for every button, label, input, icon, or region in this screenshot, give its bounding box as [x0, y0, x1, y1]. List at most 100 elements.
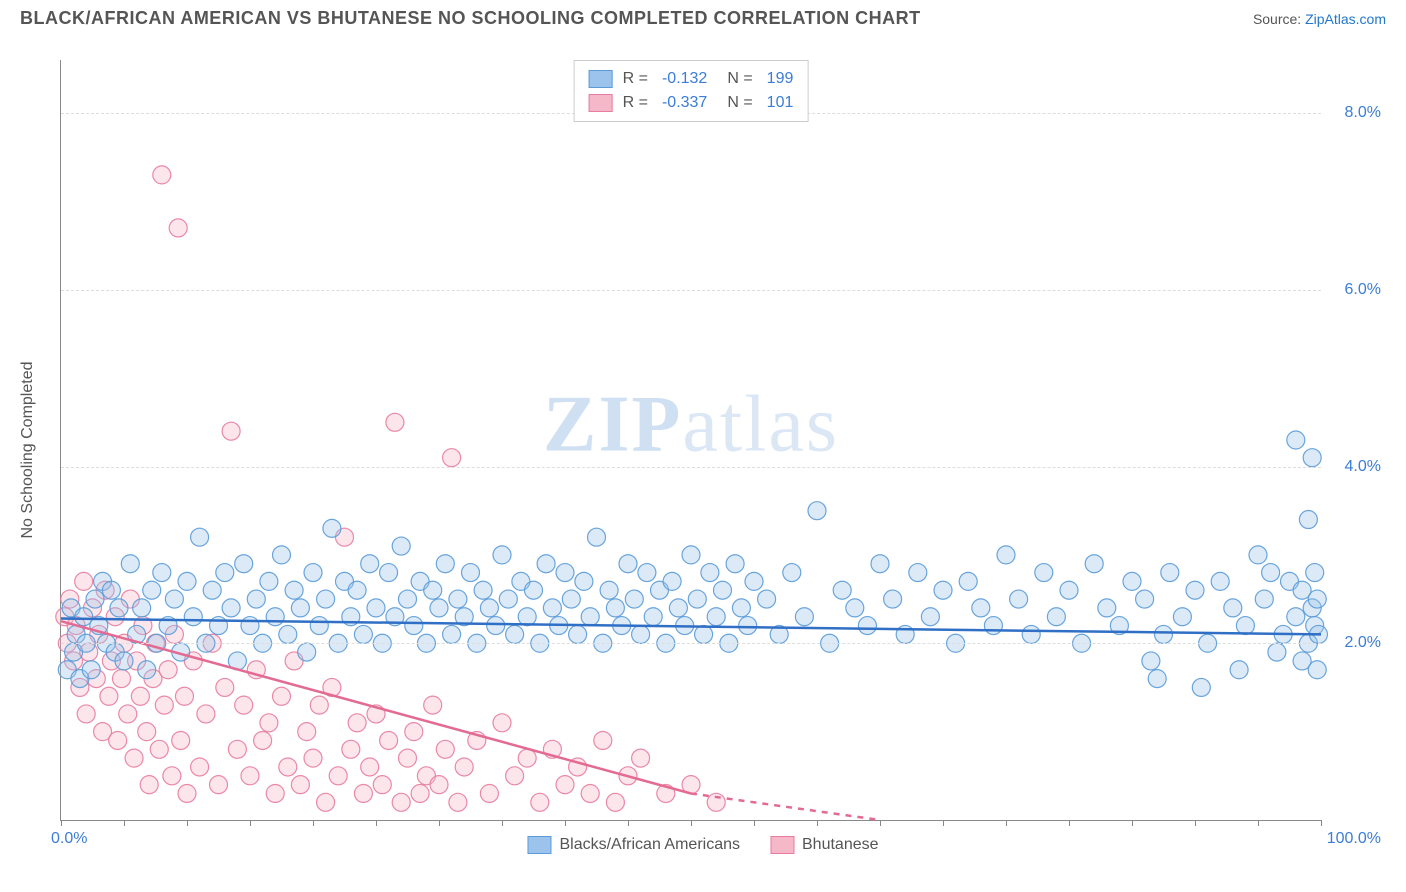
- swatch-blue: [589, 70, 613, 88]
- data-point: [556, 564, 574, 582]
- data-point: [1035, 564, 1053, 582]
- data-point: [808, 502, 826, 520]
- data-point: [424, 581, 442, 599]
- data-point: [310, 617, 328, 635]
- x-tick: [1132, 820, 1133, 826]
- data-point: [354, 625, 372, 643]
- data-point: [323, 519, 341, 537]
- data-point: [430, 776, 448, 794]
- data-point: [625, 590, 643, 608]
- data-point: [537, 555, 555, 573]
- source-attribution: Source: ZipAtlas.com: [1253, 11, 1386, 27]
- data-point: [732, 599, 750, 617]
- x-tick: [1069, 820, 1070, 826]
- data-point: [140, 776, 158, 794]
- x-tick: [1195, 820, 1196, 826]
- gridline: [61, 467, 1321, 468]
- data-point: [1098, 599, 1116, 617]
- data-point: [241, 767, 259, 785]
- data-point: [216, 564, 234, 582]
- data-point: [581, 608, 599, 626]
- data-point: [588, 528, 606, 546]
- data-point: [1136, 590, 1154, 608]
- legend-row-blue: R = -0.132 N = 199: [589, 67, 794, 91]
- data-point: [235, 696, 253, 714]
- data-point: [110, 599, 128, 617]
- data-point: [1287, 431, 1305, 449]
- x-max-label: 100.0%: [1327, 830, 1381, 848]
- data-point: [984, 617, 1002, 635]
- data-point: [707, 608, 725, 626]
- data-point: [260, 572, 278, 590]
- data-point: [131, 687, 149, 705]
- legend-label-blue: Blacks/African Americans: [559, 836, 740, 854]
- data-point: [518, 749, 536, 767]
- data-point: [222, 599, 240, 617]
- x-tick: [250, 820, 251, 826]
- data-point: [871, 555, 889, 573]
- data-point: [86, 590, 104, 608]
- data-point: [506, 625, 524, 643]
- data-point: [279, 758, 297, 776]
- x-tick: [61, 820, 62, 826]
- data-point: [569, 625, 587, 643]
- data-point: [518, 608, 536, 626]
- source-link[interactable]: ZipAtlas.com: [1305, 11, 1386, 27]
- data-point: [153, 564, 171, 582]
- data-point: [1192, 678, 1210, 696]
- chart-title: BLACK/AFRICAN AMERICAN VS BHUTANESE NO S…: [20, 8, 921, 29]
- data-point: [449, 590, 467, 608]
- data-point: [959, 572, 977, 590]
- data-point: [1303, 449, 1321, 467]
- data-point: [191, 528, 209, 546]
- x-tick: [817, 820, 818, 826]
- data-point: [455, 758, 473, 776]
- data-point: [493, 546, 511, 564]
- swatch-pink: [589, 94, 613, 112]
- data-point: [317, 793, 335, 811]
- data-point: [934, 581, 952, 599]
- data-point: [291, 599, 309, 617]
- legend-row-pink: R = -0.337 N = 101: [589, 91, 794, 115]
- data-point: [424, 696, 442, 714]
- data-point: [1308, 661, 1326, 679]
- data-point: [298, 643, 316, 661]
- data-point: [279, 625, 297, 643]
- data-point: [1255, 590, 1273, 608]
- data-point: [745, 572, 763, 590]
- data-point: [701, 564, 719, 582]
- data-point: [367, 599, 385, 617]
- x-tick: [124, 820, 125, 826]
- data-point: [125, 749, 143, 767]
- data-point: [449, 793, 467, 811]
- data-point: [100, 687, 118, 705]
- data-point: [921, 608, 939, 626]
- data-point: [688, 590, 706, 608]
- y-tick-label: 8.0%: [1326, 104, 1381, 122]
- data-point: [909, 564, 927, 582]
- data-point: [1224, 599, 1242, 617]
- data-point: [298, 723, 316, 741]
- data-point: [184, 608, 202, 626]
- data-point: [430, 599, 448, 617]
- data-point: [405, 617, 423, 635]
- data-point: [695, 625, 713, 643]
- data-point: [163, 767, 181, 785]
- data-point: [714, 581, 732, 599]
- data-point: [543, 599, 561, 617]
- y-tick-label: 2.0%: [1326, 634, 1381, 652]
- x-tick: [1258, 820, 1259, 826]
- data-point: [172, 731, 190, 749]
- x-tick: [502, 820, 503, 826]
- data-point: [133, 599, 151, 617]
- data-point: [411, 784, 429, 802]
- data-point: [405, 723, 423, 741]
- data-point: [317, 590, 335, 608]
- data-point: [480, 784, 498, 802]
- data-point: [795, 608, 813, 626]
- data-point: [1142, 652, 1160, 670]
- data-point: [241, 617, 259, 635]
- data-point: [386, 413, 404, 431]
- data-point: [291, 776, 309, 794]
- data-point: [380, 731, 398, 749]
